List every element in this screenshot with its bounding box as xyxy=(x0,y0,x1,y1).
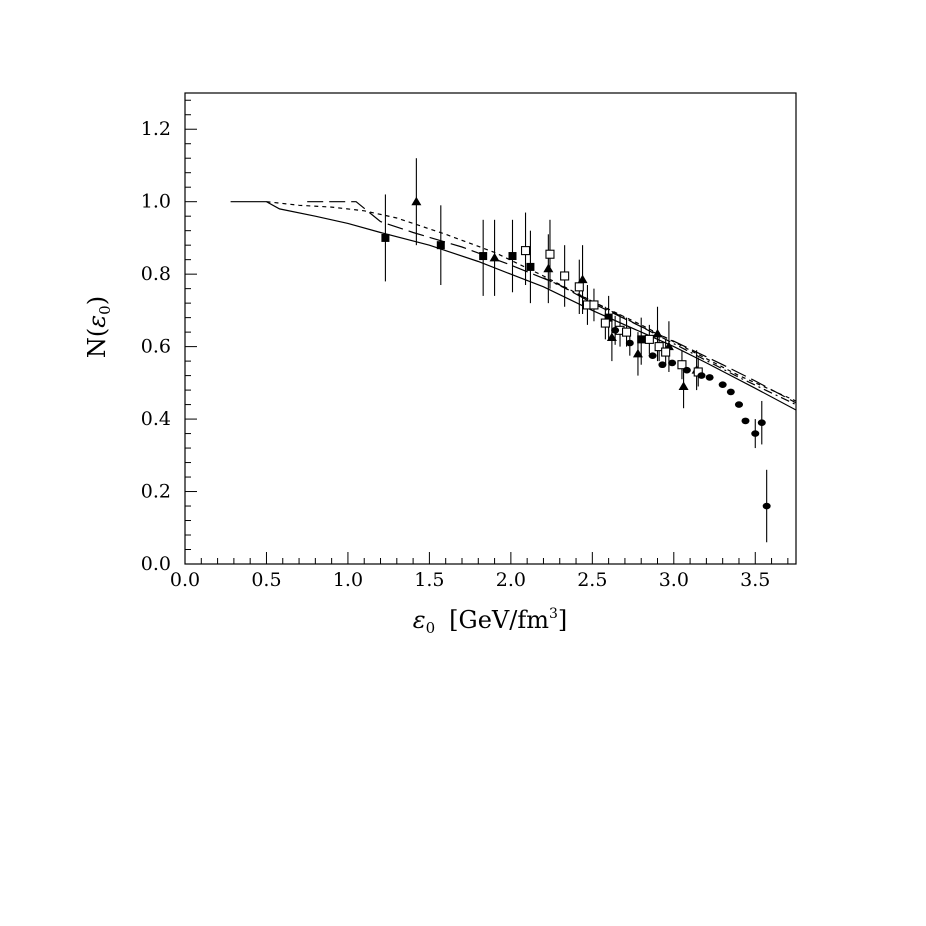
marker-filled-circle xyxy=(757,419,766,427)
marker-filled-square xyxy=(526,262,535,271)
curve-short-dash xyxy=(266,201,796,402)
marker-open-square xyxy=(654,342,664,352)
marker-open-square xyxy=(644,334,654,344)
x-tick-label: 0.5 xyxy=(251,569,281,591)
y-tick-label: 0.2 xyxy=(141,481,171,503)
marker-open-square xyxy=(574,282,584,292)
x-tick-label: 1.5 xyxy=(414,569,444,591)
marker-filled-triangle xyxy=(632,348,643,358)
x-axis-label: ε0 [GeV/fm3] xyxy=(413,606,568,637)
marker-filled-triangle xyxy=(489,252,500,262)
x-tick-label: 3.5 xyxy=(740,569,770,591)
y-tick-label: 0.0 xyxy=(141,553,171,575)
marker-open-square xyxy=(621,327,632,337)
y-axis-label: N(ε0) xyxy=(83,296,114,358)
marker-filled-circle xyxy=(741,417,750,425)
marker-filled-circle xyxy=(726,388,735,396)
plot-frame xyxy=(184,92,797,565)
marker-open-square xyxy=(589,300,599,310)
marker-filled-circle xyxy=(682,366,691,374)
y-tick-label: 0.6 xyxy=(141,336,171,358)
y-axis: 0.0 0.2 0.4 0.6 0.8 1.0 1.2 xyxy=(141,99,197,575)
x-axis: 0.0 0.5 1.0 1.5 2.0 2.5 3.0 3.5 xyxy=(170,552,789,591)
marker-filled-square xyxy=(604,313,613,322)
marker-filled-circle xyxy=(625,339,634,347)
marker-filled-square xyxy=(381,233,390,242)
marker-open-square xyxy=(600,318,610,328)
marker-filled-circle xyxy=(751,430,760,437)
marker-open-square xyxy=(545,249,555,259)
marker-filled-square xyxy=(637,335,646,344)
marker-filled-circle xyxy=(697,372,706,379)
marker-filled-circle xyxy=(668,359,677,367)
marker-filled-square xyxy=(436,241,445,250)
marker-filled-triangle xyxy=(606,332,617,342)
marker-filled-circle xyxy=(658,361,667,369)
marker-filled-square xyxy=(479,252,488,261)
x-tick-label: 3.0 xyxy=(659,569,689,591)
x-tick-label: 2.0 xyxy=(496,569,526,591)
marker-open-square xyxy=(520,246,531,256)
marker-filled-triangle xyxy=(577,274,588,284)
x-tick-label: 2.5 xyxy=(577,569,607,591)
y-tick-label: 0.4 xyxy=(141,408,171,430)
marker-open-square xyxy=(661,347,671,357)
marker-open-square xyxy=(560,271,570,281)
y-tick-label: 1.0 xyxy=(141,191,171,213)
marker-filled-circle xyxy=(762,502,771,510)
marker-filled-circle xyxy=(734,401,743,408)
error-bars xyxy=(384,158,768,543)
marker-filled-circle xyxy=(718,381,727,388)
x-tick-label: 0.0 xyxy=(170,569,200,591)
marker-filled-triangle xyxy=(652,328,663,338)
x-tick-label: 1.0 xyxy=(333,569,363,591)
curve-long-dash xyxy=(307,201,796,404)
marker-filled-triangle xyxy=(678,381,689,390)
marker-filled-circle xyxy=(611,327,620,334)
marker-filled-circle xyxy=(705,374,714,381)
marker-filled-circle xyxy=(648,352,657,359)
marker-filled-triangle xyxy=(411,196,422,206)
y-tick-label: 1.2 xyxy=(141,118,171,140)
marker-filled-triangle xyxy=(543,263,554,273)
data-markers xyxy=(381,196,771,510)
marker-open-square xyxy=(677,360,687,370)
y-tick-label: 0.8 xyxy=(141,263,171,285)
marker-filled-square xyxy=(508,252,517,261)
